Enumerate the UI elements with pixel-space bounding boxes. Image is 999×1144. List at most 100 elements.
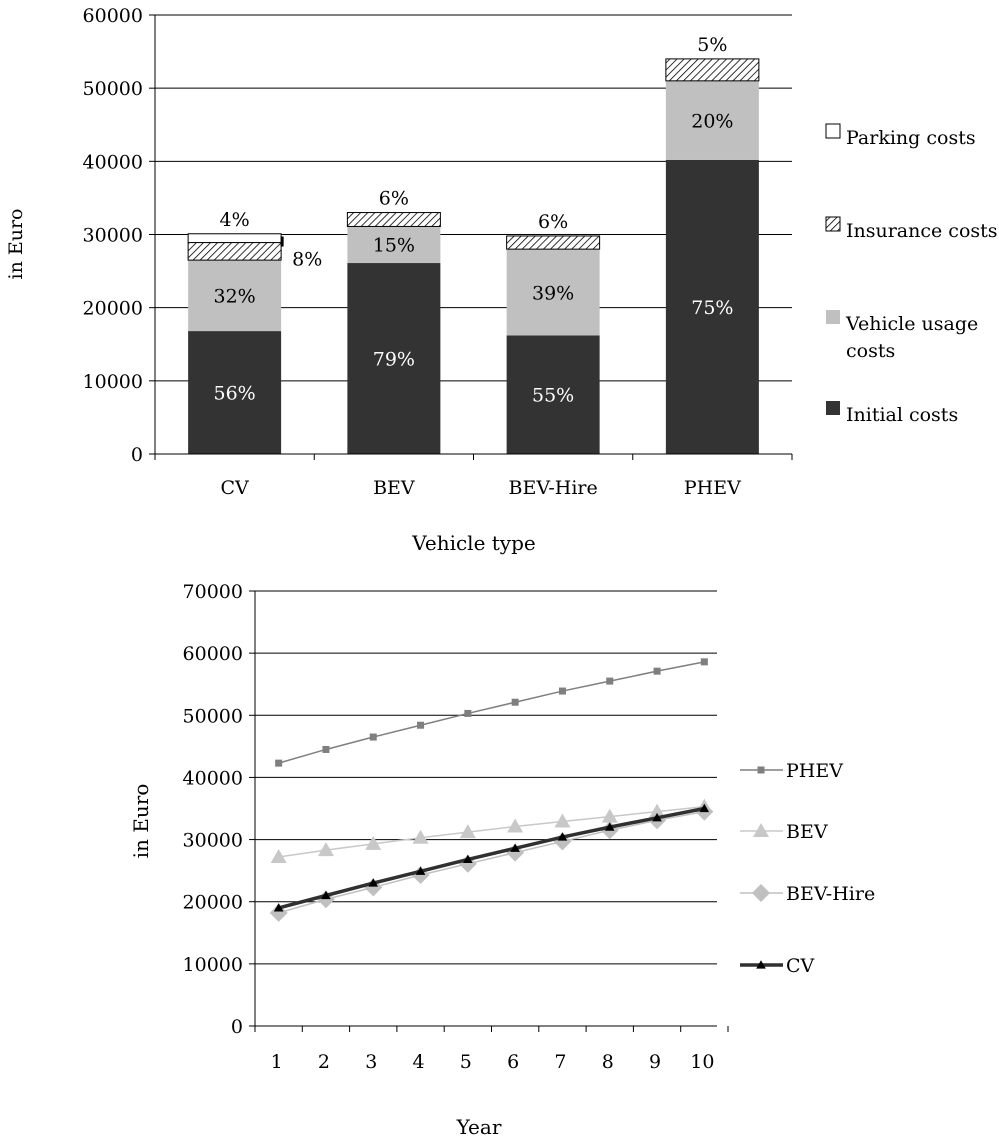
bar-bev-hire-insurance-costs: [506, 235, 601, 250]
x-tick-label: 1: [271, 1051, 283, 1073]
line-chart-series: [269, 658, 714, 922]
series-line-bev-hire: [278, 810, 705, 914]
data-label-bev-hire-insurance-costs: 6%: [538, 211, 568, 233]
series-phev: [275, 658, 708, 767]
legend-swatch-insurance-costs: [825, 216, 841, 232]
point-cv: [463, 854, 473, 864]
point-cv: [510, 843, 520, 852]
x-tick-label: PHEV: [684, 477, 741, 499]
bar-bev-hire-initial-costs: [506, 335, 600, 454]
series-line-bev: [278, 805, 705, 858]
point-phev: [417, 721, 425, 729]
point-phev: [464, 709, 472, 717]
bar-chart-x-tick-labels: CV BEV BEV-Hire PHEV: [220, 477, 741, 499]
legend-label-phev: PHEV: [786, 760, 843, 782]
line-chart-gridlines: [255, 590, 717, 965]
line-chart-y-tick-labels: 0 10000 20000 30000 40000 50000 60000 70000: [183, 581, 243, 1038]
line-chart-legend: PHEV BEV BEV-Hire CV: [740, 760, 875, 977]
legend-label-initial-costs: Initial costs: [846, 404, 958, 426]
line-chart-x-tick-labels: 1 2 3 4 5 6 7 8 9 10: [271, 1051, 715, 1073]
x-tick-label: 5: [460, 1051, 472, 1073]
bar-cv-parking-costs: [187, 233, 282, 244]
y-tick-label: 50000: [83, 78, 143, 100]
bar-bev-vehicle-usage-costs: [347, 226, 441, 264]
bar-bev-initial-costs: [347, 263, 441, 454]
line-chart-x-axis-label: Year: [456, 1115, 502, 1139]
stacked-bar-chart: 0 10000 20000 30000 40000 50000 60000 CV BEV BEV…: [5, 5, 998, 555]
bar-cv-vehicle-usage-costs: [188, 260, 282, 332]
y-tick-label: 0: [131, 444, 143, 466]
point-phev: [700, 658, 708, 666]
bar-bev-hire-vehicle-usage-costs: [506, 249, 600, 336]
point-cv: [321, 890, 331, 900]
point-phev: [511, 698, 519, 706]
point-bev: [412, 829, 429, 844]
point-cv: [273, 903, 284, 912]
y-tick-label: 10000: [83, 371, 143, 393]
bar-cv-insurance-costs: [187, 242, 282, 261]
bar-chart-data-labels: 56% 32% 8% 4% 79% 15% 6% 55% 39% 6% 75% 20% 5%: [214, 34, 734, 407]
x-tick-label: 3: [365, 1051, 377, 1073]
y-tick-label: 60000: [183, 643, 243, 665]
y-tick-label: 60000: [83, 5, 143, 27]
y-tick-label: 40000: [183, 767, 243, 789]
x-tick-label: 7: [554, 1051, 566, 1073]
line-chart-y-axis-label: in Euro: [129, 784, 153, 859]
legend-marker-bev: [753, 823, 769, 837]
legend-label-parking-costs: Parking costs: [846, 127, 976, 149]
legend-marker-cv: [756, 960, 766, 969]
legend-label-vehicle-usage-costs-line1: Vehicle usage: [845, 313, 978, 335]
y-tick-label: 20000: [83, 298, 143, 320]
bar-phev-vehicle-usage-costs: [665, 80, 759, 160]
bar-chart-legend: Parking costs Insurance costs Vehicle usag…: [825, 123, 998, 426]
point-phev: [275, 759, 283, 767]
y-tick-label: 40000: [83, 151, 143, 173]
data-label-bev-hire-initial-costs: 55%: [532, 385, 574, 407]
point-cv: [557, 832, 568, 841]
data-label-bev-initial-costs: 79%: [373, 349, 415, 371]
point-cv: [652, 813, 662, 822]
y-tick-label: 0: [231, 1016, 243, 1038]
x-tick-label: BEV: [373, 477, 415, 499]
line-chart-axes: [249, 590, 729, 1032]
y-tick-label: 50000: [183, 705, 243, 727]
point-phev: [322, 745, 330, 753]
x-tick-label: 4: [413, 1051, 425, 1073]
legend-label-cv: CV: [786, 955, 815, 977]
series-line-phev: [278, 661, 705, 764]
bar-bev-insurance-costs: [346, 212, 441, 227]
legend-swatch-vehicle-usage-costs: [826, 310, 840, 324]
data-label-phev-vehicle-usage-costs: 20%: [691, 110, 733, 132]
x-tick-label: 2: [318, 1051, 330, 1073]
data-label-phev-initial-costs: 75%: [691, 297, 733, 319]
bar-chart-y-tick-labels: 0 10000 20000 30000 40000 50000 60000: [83, 5, 143, 466]
point-cv: [368, 878, 379, 887]
point-cv: [415, 866, 426, 875]
legend-label-bev: BEV: [786, 821, 828, 843]
bar-phev-initial-costs: [665, 159, 759, 454]
data-label-phev-insurance-costs: 5%: [697, 34, 727, 56]
y-tick-label: 70000: [183, 581, 243, 603]
bar-chart-axes: [149, 14, 793, 460]
data-label-cv-parking-costs: 4%: [220, 209, 250, 231]
point-bev: [270, 848, 287, 863]
legend-swatch-initial-costs: [826, 401, 840, 415]
point-bev: [649, 803, 666, 818]
data-label-cv-insurance-costs: 8%: [292, 248, 322, 270]
x-tick-label: 8: [602, 1051, 614, 1073]
point-bev: [459, 824, 476, 839]
point-bev: [554, 813, 571, 828]
y-tick-label: 10000: [183, 954, 243, 976]
legend-label-vehicle-usage-costs-line2: costs: [846, 340, 895, 362]
data-label-bev-vehicle-usage-costs: 15%: [373, 235, 415, 257]
line-chart: 0 10000 20000 30000 40000 50000 60000 70000 1 2 3…: [129, 581, 875, 1139]
point-cv: [699, 803, 710, 813]
legend-marker-phev: [757, 766, 765, 774]
x-tick-label: 10: [690, 1051, 714, 1073]
point-phev: [369, 733, 377, 741]
bar-chart-x-axis-label: Vehicle type: [411, 531, 536, 555]
y-tick-label: 30000: [183, 830, 243, 852]
x-tick-label: 9: [649, 1051, 661, 1073]
series-cv: [273, 803, 710, 912]
